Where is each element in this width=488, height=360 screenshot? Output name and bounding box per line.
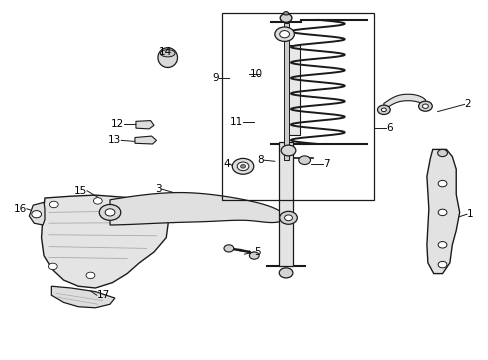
Circle shape — [437, 180, 446, 187]
Text: 11: 11 — [229, 117, 243, 127]
Text: 17: 17 — [97, 290, 110, 300]
Circle shape — [437, 149, 447, 157]
Circle shape — [232, 158, 253, 174]
Ellipse shape — [160, 50, 175, 57]
Text: 16: 16 — [14, 204, 27, 214]
Bar — [279, 142, 292, 266]
Circle shape — [281, 145, 295, 156]
Circle shape — [437, 261, 446, 268]
Text: 14: 14 — [158, 47, 172, 57]
Circle shape — [284, 215, 292, 221]
Polygon shape — [110, 193, 288, 225]
Circle shape — [279, 211, 297, 224]
Circle shape — [240, 165, 245, 168]
Circle shape — [32, 211, 41, 218]
Polygon shape — [41, 195, 168, 288]
Circle shape — [283, 12, 288, 15]
Bar — [286, 45, 299, 135]
Text: 12: 12 — [110, 119, 123, 129]
Text: 9: 9 — [211, 73, 218, 84]
Text: 15: 15 — [74, 186, 87, 196]
Polygon shape — [51, 286, 115, 308]
Text: 1: 1 — [466, 209, 473, 219]
Bar — [283, 23, 288, 160]
Text: 4: 4 — [223, 159, 229, 169]
Bar — [222, 13, 373, 200]
Text: 2: 2 — [464, 99, 470, 109]
Circle shape — [279, 268, 292, 278]
Circle shape — [224, 245, 233, 252]
Text: 8: 8 — [257, 155, 264, 165]
Circle shape — [105, 209, 115, 216]
Circle shape — [422, 104, 427, 108]
Polygon shape — [29, 202, 45, 225]
Text: 10: 10 — [249, 69, 262, 79]
Text: 7: 7 — [322, 159, 329, 169]
Circle shape — [377, 105, 389, 114]
Circle shape — [93, 198, 102, 204]
Circle shape — [49, 201, 58, 208]
Text: 5: 5 — [254, 247, 261, 257]
Circle shape — [437, 209, 446, 216]
Circle shape — [298, 156, 310, 165]
Circle shape — [279, 31, 289, 38]
Polygon shape — [136, 121, 154, 129]
Text: 13: 13 — [108, 135, 121, 145]
Circle shape — [274, 27, 294, 41]
Circle shape — [249, 252, 259, 259]
Polygon shape — [135, 136, 156, 144]
Circle shape — [437, 242, 446, 248]
Polygon shape — [383, 94, 425, 110]
Circle shape — [48, 263, 57, 270]
Ellipse shape — [158, 48, 177, 68]
Circle shape — [86, 272, 95, 279]
Circle shape — [237, 162, 248, 171]
Circle shape — [381, 108, 386, 112]
Text: 6: 6 — [386, 123, 392, 133]
Circle shape — [280, 14, 291, 22]
Polygon shape — [426, 149, 459, 274]
Circle shape — [418, 101, 431, 111]
Circle shape — [99, 204, 121, 220]
Text: 3: 3 — [154, 184, 161, 194]
